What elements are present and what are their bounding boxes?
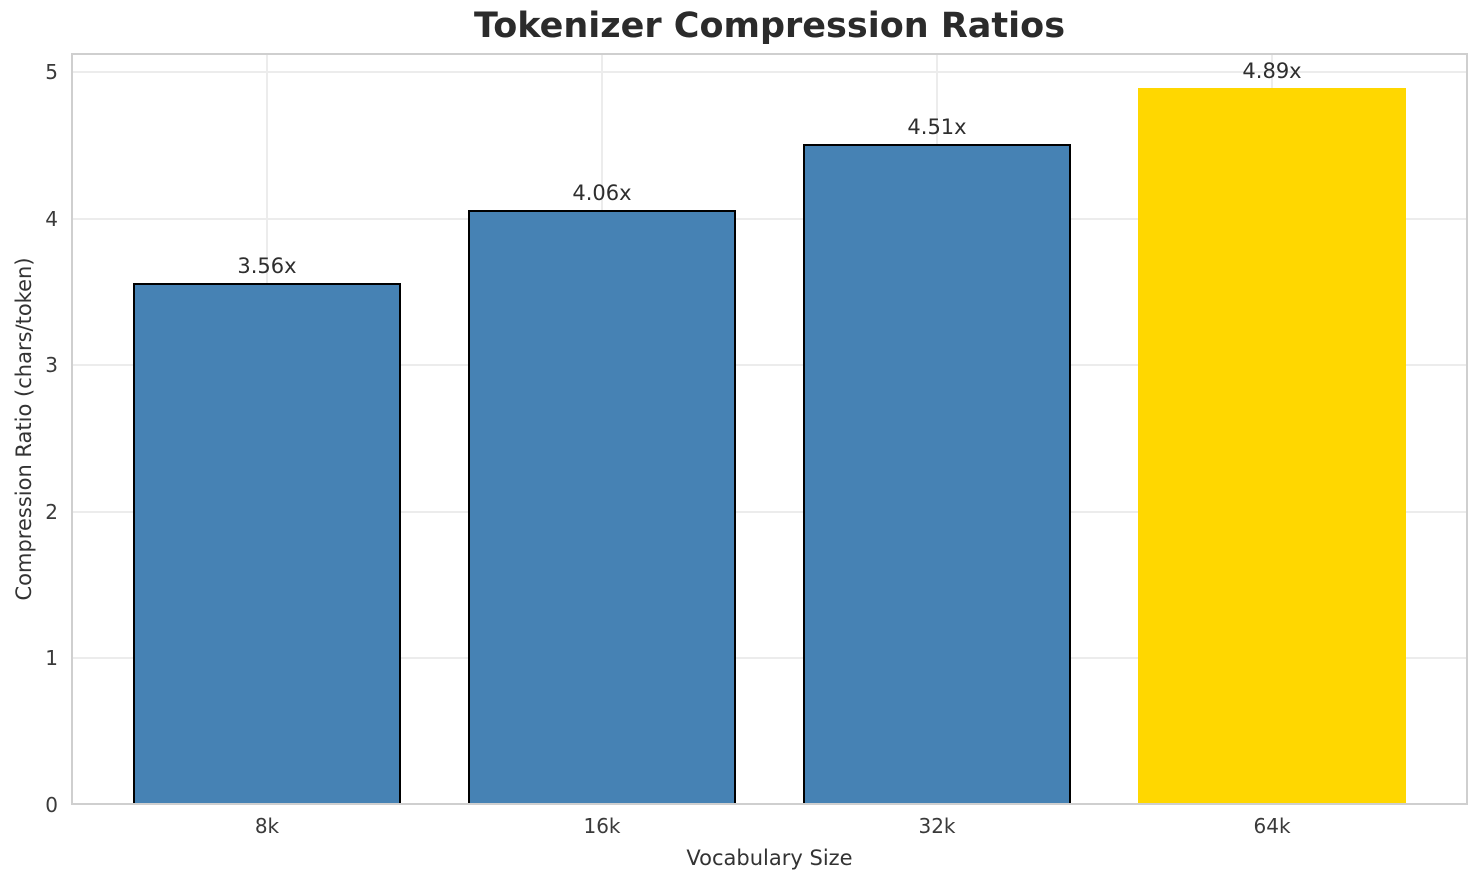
bar-8k: [132, 283, 401, 805]
bar-16k: [467, 209, 736, 805]
y-tick-4: 4: [45, 206, 58, 231]
y-tick-3: 3: [45, 353, 58, 378]
y-tick-0: 0: [45, 793, 58, 817]
bar-value-label-16k: 4.06x: [572, 180, 632, 205]
x-axis-label: Vocabulary Size: [686, 846, 853, 870]
x-tick-8k: 8k: [254, 814, 280, 838]
bar-value-label-8k: 3.56x: [237, 254, 297, 279]
x-tick-32k: 32k: [918, 814, 956, 838]
y-axis-label: Compression Ratio (chars/token): [12, 257, 36, 601]
gridline-h-1: [71, 657, 1468, 660]
bar-value-label-32k: 4.51x: [907, 114, 967, 139]
plot-area: 3.56x 4.06x 4.51x 4.89x: [71, 53, 1468, 805]
chart-title: Tokenizer Compression Ratios: [473, 6, 1066, 46]
gridline-h-4: [71, 217, 1468, 220]
bar-value-label-64k: 4.89x: [1242, 59, 1302, 84]
bar-64k: [1138, 88, 1406, 805]
gridline-h-3: [71, 364, 1468, 367]
y-tick-1: 1: [45, 646, 58, 671]
y-tick-5: 5: [45, 60, 58, 85]
bar-32k: [803, 143, 1071, 805]
x-tick-16k: 16k: [583, 814, 621, 838]
x-tick-64k: 64k: [1253, 814, 1291, 838]
y-tick-2: 2: [45, 499, 58, 524]
gridline-h-5: [71, 71, 1468, 74]
gridline-h-2: [71, 510, 1468, 513]
